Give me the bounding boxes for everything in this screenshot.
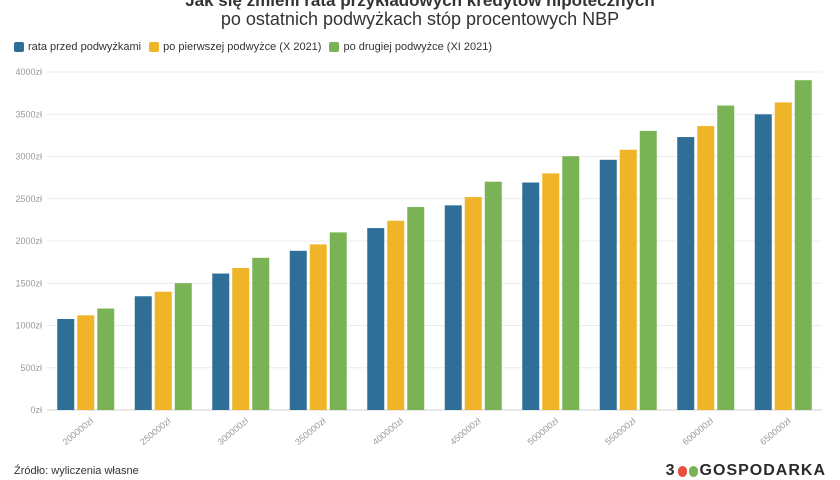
legend: rata przed podwyżkami po pierwszej podwyż…	[14, 41, 500, 53]
bar-0-9	[754, 114, 772, 410]
bar-2-3	[329, 232, 347, 410]
bar-2-2	[252, 257, 270, 410]
bar-0-7	[599, 159, 617, 410]
brand-dots-icon	[677, 465, 699, 477]
bar-0-6	[522, 182, 540, 410]
legend-item-2: po drugiej podwyżce (XI 2021)	[329, 41, 492, 53]
bar-2-0	[97, 308, 115, 410]
bar-0-3	[289, 250, 307, 410]
x-tick-label: 450000zł	[448, 416, 482, 447]
x-tick-label: 550000zł	[603, 416, 637, 447]
x-tick-label: 400000zł	[371, 416, 405, 447]
y-tick-label: 3000zł	[15, 152, 42, 162]
bar-0-4	[367, 228, 385, 410]
brand-logo: 3 GOSPODARKA	[666, 462, 826, 480]
bar-1-2	[232, 268, 250, 410]
bar-2-5	[484, 181, 502, 410]
y-tick-label: 4000zł	[15, 67, 42, 77]
y-tick-label: 2500zł	[15, 194, 42, 204]
x-tick-label: 650000zł	[758, 416, 792, 447]
bar-1-9	[774, 102, 792, 411]
x-tick-label: 250000zł	[138, 416, 172, 447]
bar-0-2	[212, 273, 230, 410]
bar-1-7	[619, 149, 637, 411]
y-tick-label: 500zł	[20, 363, 42, 373]
legend-swatch	[149, 42, 160, 52]
bar-0-0	[57, 318, 75, 410]
y-tick-label: 2000zł	[15, 236, 42, 246]
x-tick-label: 200000zł	[61, 416, 95, 447]
bar-2-7	[639, 130, 657, 411]
bar-2-4	[407, 207, 425, 410]
legend-swatch	[329, 42, 340, 52]
legend-item-0: rata przed podwyżkami	[14, 41, 141, 53]
bar-1-6	[542, 173, 560, 410]
legend-label: rata przed podwyżkami	[28, 41, 142, 53]
y-tick-label: 0zł	[30, 405, 42, 415]
y-tick-label: 1000zł	[15, 321, 42, 331]
y-tick-label: 3500zł	[15, 109, 42, 119]
bar-1-5	[464, 197, 482, 410]
bar-0-1	[134, 296, 152, 410]
bar-1-3	[309, 244, 327, 410]
bar-0-8	[677, 137, 695, 410]
bar-2-6	[562, 156, 580, 410]
bar-2-8	[717, 105, 735, 410]
brand-name: GOSPODARKA	[699, 462, 826, 479]
legend-label: po pierwszej podwyżce (X 2021)	[163, 41, 322, 53]
y-tick-label: 1500zł	[15, 278, 42, 288]
bar-1-8	[697, 126, 715, 410]
bar-1-0	[77, 315, 95, 410]
bar-0-5	[444, 205, 462, 410]
x-tick-label: 600000zł	[681, 416, 715, 447]
source-note: Źródło: wyliczenia własne	[14, 465, 139, 477]
brand-number: 3	[665, 462, 676, 479]
legend-item-1: po pierwszej podwyżce (X 2021)	[149, 41, 321, 53]
chart-subtitle: po ostatnich podwyżkach stóp procentowyc…	[220, 9, 620, 29]
x-tick-label: 300000zł	[216, 416, 250, 447]
bar-2-9	[794, 80, 812, 410]
bar-1-1	[154, 291, 172, 410]
chart-title: Jak się zmieni rata przykładowych kredyt…	[185, 0, 655, 10]
bar-1-4	[387, 220, 405, 410]
bar-2-1	[174, 283, 192, 410]
legend-label: po drugiej podwyżce (XI 2021)	[343, 41, 493, 53]
x-tick-label: 500000zł	[526, 416, 560, 447]
x-tick-label: 350000zł	[293, 416, 327, 447]
legend-swatch	[14, 42, 24, 52]
